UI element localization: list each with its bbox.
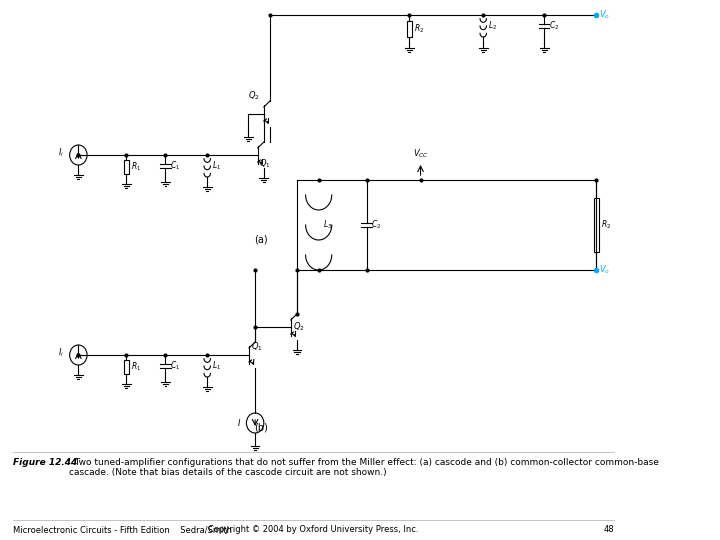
Text: Copyright © 2004 by Oxford University Press, Inc.: Copyright © 2004 by Oxford University Pr… bbox=[208, 525, 419, 535]
Text: $C_2$: $C_2$ bbox=[549, 20, 559, 32]
Text: $I_i$: $I_i$ bbox=[58, 347, 64, 359]
Text: $R_1$: $R_1$ bbox=[130, 361, 141, 373]
Bar bbox=[407, 21, 412, 37]
Text: $I_i$: $I_i$ bbox=[58, 147, 64, 159]
Text: $R_2$: $R_2$ bbox=[413, 23, 424, 35]
Text: 48: 48 bbox=[603, 525, 614, 535]
Text: $Q_1$: $Q_1$ bbox=[259, 157, 271, 170]
Text: $V_{CC}$: $V_{CC}$ bbox=[413, 147, 428, 160]
Text: $C_2$: $C_2$ bbox=[371, 219, 381, 231]
Text: (a): (a) bbox=[254, 235, 268, 245]
Text: (b): (b) bbox=[254, 423, 268, 433]
Text: Two tuned-amplifier configurations that do not suffer from the Miller effect: (a: Two tuned-amplifier configurations that … bbox=[69, 458, 659, 477]
Text: $R_2$: $R_2$ bbox=[600, 219, 611, 231]
Bar bbox=[124, 160, 129, 174]
Text: Figure 12.44: Figure 12.44 bbox=[13, 458, 77, 467]
Text: $Q_2$: $Q_2$ bbox=[248, 90, 260, 102]
Text: $R_1$: $R_1$ bbox=[130, 161, 141, 173]
Text: $V_o$: $V_o$ bbox=[599, 264, 610, 276]
Text: $V_o$: $V_o$ bbox=[599, 9, 610, 21]
Bar bbox=[594, 198, 599, 252]
Text: $C_1$: $C_1$ bbox=[170, 360, 180, 372]
Text: $Q_2$: $Q_2$ bbox=[292, 321, 305, 333]
Text: $L_2$: $L_2$ bbox=[487, 20, 497, 32]
Text: Microelectronic Circuits - Fifth Edition    Sedra/Smith: Microelectronic Circuits - Fifth Edition… bbox=[13, 525, 232, 535]
Bar bbox=[124, 360, 129, 374]
Text: $I$: $I$ bbox=[237, 417, 241, 429]
Text: $C_1$: $C_1$ bbox=[170, 160, 180, 172]
Text: $L_1$: $L_1$ bbox=[212, 360, 221, 372]
Text: $L_1$: $L_1$ bbox=[212, 160, 221, 172]
Text: $Q_1$: $Q_1$ bbox=[251, 341, 263, 353]
Text: $L_3$: $L_3$ bbox=[323, 219, 333, 231]
